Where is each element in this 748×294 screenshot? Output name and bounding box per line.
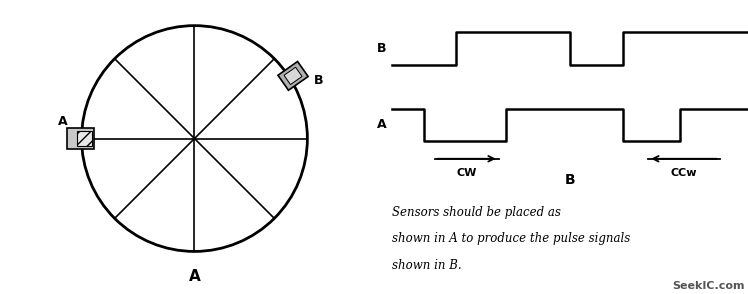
Polygon shape [194, 138, 307, 218]
Text: A: A [58, 115, 67, 128]
Text: SeekIC.com: SeekIC.com [672, 281, 744, 291]
Polygon shape [284, 67, 302, 85]
Polygon shape [278, 61, 308, 90]
Text: CW: CW [456, 168, 476, 178]
Polygon shape [194, 59, 307, 138]
Text: shown in B.: shown in B. [392, 259, 462, 272]
Bar [67, 128, 94, 149]
Polygon shape [82, 59, 194, 138]
Polygon shape [114, 26, 194, 138]
Text: A: A [188, 269, 200, 284]
Bar [77, 131, 93, 146]
Polygon shape [194, 26, 275, 138]
Text: CCw: CCw [671, 168, 697, 178]
Text: A: A [377, 118, 387, 131]
Polygon shape [114, 138, 194, 251]
Text: B: B [377, 42, 387, 55]
Text: B: B [565, 173, 575, 188]
Polygon shape [194, 138, 275, 251]
Text: B: B [314, 74, 324, 87]
Polygon shape [82, 138, 194, 218]
Text: shown in A to produce the pulse signals: shown in A to produce the pulse signals [392, 232, 630, 245]
Text: Sensors should be placed as: Sensors should be placed as [392, 206, 561, 219]
